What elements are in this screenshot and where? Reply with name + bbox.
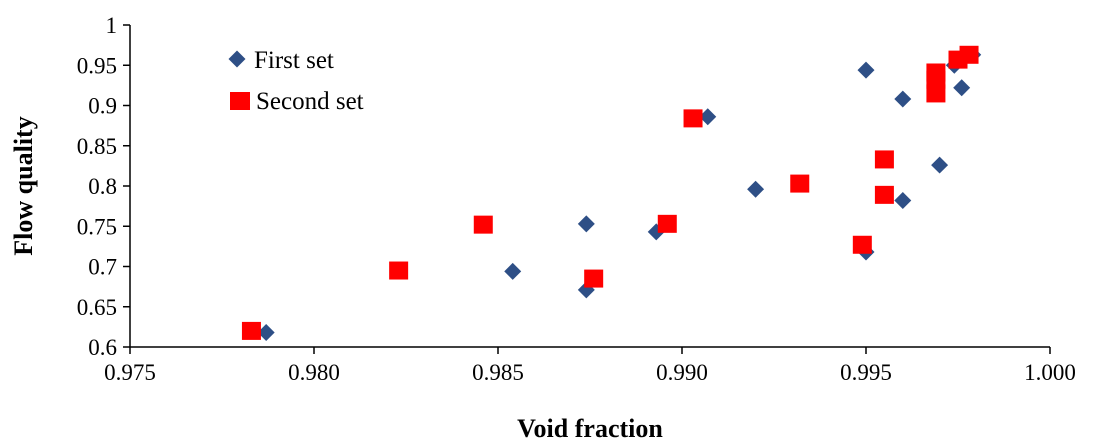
data-point-first-set [504,262,522,280]
y-tick-label: 0.8 [88,174,117,199]
data-point-first-set [257,324,275,341]
data-point-second-set [790,174,810,193]
y-axis-title: Flow quality [9,116,38,255]
data-point-first-set [857,61,875,79]
data-point-second-set [959,45,979,64]
x-tick-label: 0.995 [840,360,892,385]
legend: First set Second set [228,47,364,115]
x-ticks: 0.975 0.980 0.985 0.990 0.995 1.000 [104,347,1076,385]
data-point-first-set [894,192,912,209]
y-tick-label: 0.7 [88,255,117,280]
legend-marker-first-set [228,50,246,68]
data-point-second-set [584,269,604,288]
data-point-second-set [926,70,946,89]
x-tick-label: 0.980 [288,360,340,385]
y-tick-label: 0.85 [77,134,117,159]
legend-label-first-set: First set [254,47,334,74]
data-point-first-set [699,108,717,126]
data-point-second-set [657,214,677,233]
y-tick-label: 0.9 [88,94,117,119]
data-point-second-set [389,261,409,280]
data-point-second-set [683,109,703,128]
data-point-first-set [747,180,765,198]
legend-marker-second-set [230,92,250,110]
y-tick-label: 0.65 [77,295,117,320]
data-point-second-set [241,321,261,340]
data-point-second-set [926,84,946,103]
x-tick-label: 1.000 [1024,360,1076,385]
data-point-first-set [894,90,912,108]
data-points [241,45,982,341]
y-tick-label: 0.6 [88,335,117,360]
x-tick-label: 0.990 [656,360,708,385]
x-axis-title: Void fraction [517,414,663,443]
x-tick-label: 0.975 [104,360,156,385]
y-tick-label: 0.75 [77,214,117,239]
data-point-second-set [874,150,894,169]
data-point-first-set [931,156,949,174]
data-point-second-set [473,215,493,234]
y-tick-label: 0.95 [77,53,117,78]
x-tick-label: 0.985 [472,360,524,385]
data-point-first-set [953,79,971,97]
legend-label-second-set: Second set [256,88,364,115]
data-point-first-set [577,215,595,233]
y-ticks: 0.6 0.65 0.7 0.75 0.8 0.85 0.9 0.95 1 [77,13,130,360]
y-tick-label: 1 [106,13,118,38]
data-point-second-set [874,185,894,204]
data-point-second-set [852,235,872,254]
